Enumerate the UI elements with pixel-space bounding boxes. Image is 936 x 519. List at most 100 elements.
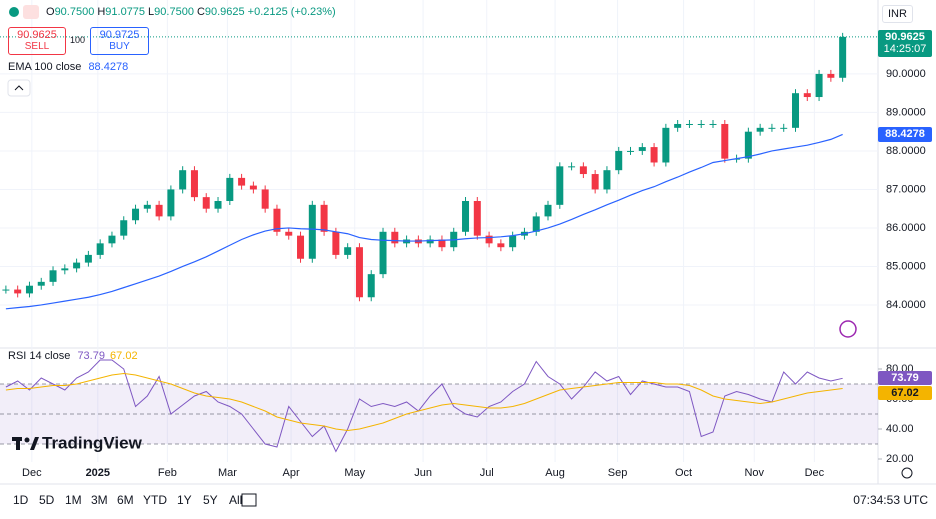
candle-body (756, 127, 764, 132)
x-tick-label: Sep (608, 467, 628, 479)
candle-body (155, 204, 163, 217)
ohlc-value: 91.0775 (105, 6, 146, 18)
candle-body (780, 127, 788, 129)
candle-body (721, 123, 729, 159)
rsi-legend: RSI 14 close 73.79 67.02 (8, 350, 138, 362)
y-tick-label: 40.00 (886, 423, 914, 435)
candle-body (674, 123, 682, 128)
candle-body (803, 93, 811, 98)
candle-body (273, 208, 281, 232)
range-button[interactable]: All (229, 493, 243, 507)
y-tick-label: 20.00 (886, 453, 914, 465)
x-tick-label: Mar (218, 467, 237, 479)
candle-body (768, 127, 776, 129)
candle-body (297, 235, 305, 259)
candle-body (697, 123, 705, 125)
range-button[interactable]: 5D (39, 493, 55, 507)
y-tick-label: 89.0000 (886, 106, 926, 118)
candle-body (202, 197, 210, 209)
x-tick-label: Oct (675, 467, 692, 479)
ohlc-value: 90.7500 (54, 6, 95, 18)
sell-price: 90.9625 (17, 29, 57, 41)
y-tick-label: 84.0000 (886, 299, 926, 311)
ema-name: EMA 100 close (8, 61, 82, 73)
countdown: 14:25:07 (883, 43, 927, 55)
logo-text: TradingView (42, 433, 143, 452)
ohlc-key: H (97, 6, 106, 18)
range-button[interactable]: 1Y (177, 493, 192, 507)
candle-body (143, 204, 151, 209)
rsi-ma-value: 67.02 (110, 350, 138, 362)
candle-body (190, 170, 198, 198)
range-button[interactable]: 1M (65, 493, 82, 507)
y-tick-label: 87.0000 (886, 183, 926, 195)
rsi-line (5, 372, 843, 432)
candle-body (509, 235, 517, 248)
candle-body (367, 274, 375, 298)
candle-body (544, 204, 552, 217)
candle-body (426, 239, 434, 244)
candle-body (709, 123, 717, 125)
y-tick-label: 90.0000 (886, 68, 926, 80)
candle-body (120, 220, 128, 236)
x-tick-label: Jun (414, 467, 432, 479)
candle-body (379, 231, 387, 275)
candle-body (37, 281, 45, 286)
candle-body (650, 147, 658, 163)
event-icon[interactable] (839, 320, 857, 338)
status-dot (9, 7, 19, 17)
candle-body (96, 243, 104, 255)
candle-body (2, 289, 10, 291)
candle-body (438, 239, 446, 248)
range-button[interactable]: 6M (117, 493, 134, 507)
date-range-icon[interactable] (241, 493, 257, 507)
candle-body (214, 200, 222, 209)
ohlc-key: C (196, 6, 205, 18)
settings-icon[interactable] (901, 467, 913, 479)
x-tick-label: Apr (283, 467, 300, 479)
x-tick-label: Nov (744, 467, 764, 479)
candle-body (568, 166, 576, 168)
candle-body (497, 243, 505, 248)
candle-body (579, 166, 587, 175)
rsi-line (5, 359, 843, 453)
candle-body (391, 231, 399, 244)
logo-icon (16, 437, 20, 450)
range-button[interactable]: 5Y (203, 493, 218, 507)
range-button[interactable]: YTD (143, 493, 167, 507)
candle-body (662, 127, 670, 163)
logo-icon (24, 437, 30, 443)
clock: 07:34:53 UTC (853, 493, 928, 507)
candle-body (226, 177, 234, 201)
candle-body (744, 131, 752, 159)
candle-body (61, 268, 69, 271)
candle-body (285, 231, 293, 236)
candle-body (238, 177, 246, 186)
candle-body (332, 231, 340, 255)
candle-body (308, 204, 316, 259)
x-tick-label: Aug (545, 467, 565, 479)
last-price: 90.9625 (885, 31, 925, 43)
quantity: 100 (70, 35, 86, 45)
candle-body (827, 73, 835, 78)
ohlc-value: 90.9625 (204, 6, 245, 18)
x-tick-label: 2025 (86, 467, 110, 479)
candle-body (556, 166, 564, 205)
buy-button[interactable]: 90.9725 BUY (90, 27, 149, 55)
candle-body (179, 170, 187, 190)
candle-body (532, 216, 540, 232)
rsi-tag: 73.79 (878, 371, 932, 385)
range-button[interactable]: 1D (13, 493, 29, 507)
candle-body (615, 150, 623, 171)
change: +0.2125 (+0.23%) (247, 6, 336, 18)
range-button[interactable]: 3M (91, 493, 108, 507)
rsi-value: 73.79 (77, 350, 105, 362)
buy-price: 90.9725 (99, 29, 140, 41)
collapse-button[interactable] (7, 79, 31, 97)
currency-button[interactable]: INR (882, 5, 913, 23)
sell-button[interactable]: 90.9625 SELL (8, 27, 66, 55)
x-tick-label: Dec (22, 467, 42, 479)
candle-body (344, 247, 352, 255)
